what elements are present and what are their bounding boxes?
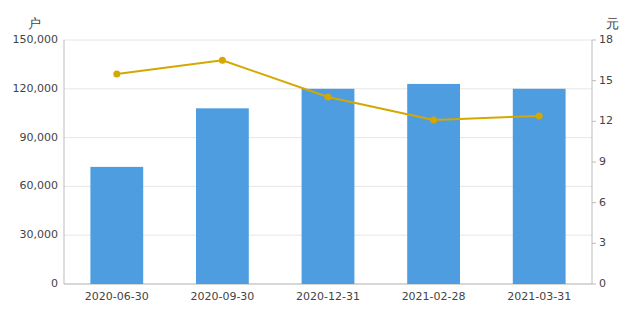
y-tick-label: 30,000 xyxy=(20,228,59,241)
line-marker xyxy=(430,116,437,123)
line-marker xyxy=(325,93,332,100)
chart-svg: 0 30,000 60,000 90,000 120,000 150,000 0 3 6 9 12 1… xyxy=(0,0,640,320)
y-axis-label: 户 xyxy=(28,16,41,31)
bar xyxy=(196,108,249,284)
y2-axis-label: 元 xyxy=(606,16,619,31)
y2-tick xyxy=(592,284,596,285)
line xyxy=(117,60,539,120)
y-tick-label: 0 xyxy=(51,277,58,290)
y2-tick xyxy=(592,243,596,244)
y2-tick-label: 3 xyxy=(599,236,606,249)
y2-tick xyxy=(592,121,596,122)
y2-tick-label: 12 xyxy=(599,114,613,127)
y2-tick xyxy=(592,162,596,163)
chart-container: 0 30,000 60,000 90,000 120,000 150,000 0 3 6 9 12 1… xyxy=(0,0,640,320)
line-marker xyxy=(536,112,543,119)
y2-tick xyxy=(592,40,596,41)
y2-tick-label: 6 xyxy=(599,196,606,209)
x-tick-label: 2021-02-28 xyxy=(402,290,466,303)
y-tick-label: 60,000 xyxy=(20,179,59,192)
y2-tick-label: 9 xyxy=(599,155,606,168)
y2-tick-label: 15 xyxy=(599,74,613,87)
y2-axis-line xyxy=(592,40,593,284)
line-marker xyxy=(113,70,120,77)
line-marker xyxy=(219,57,226,64)
y2-tick-label: 18 xyxy=(599,33,613,46)
bar xyxy=(302,89,355,284)
marks xyxy=(90,57,565,284)
grid-line xyxy=(64,40,592,41)
x-tick-label: 2020-12-31 xyxy=(296,290,360,303)
bar xyxy=(513,89,566,284)
y-tick-label: 120,000 xyxy=(13,82,59,95)
y2-tick-label: 0 xyxy=(599,277,606,290)
bar xyxy=(407,84,460,284)
bar xyxy=(90,167,143,284)
y-tick-label: 150,000 xyxy=(13,33,59,46)
x-tick-label: 2021-03-31 xyxy=(507,290,571,303)
y2-tick xyxy=(592,202,596,203)
x-tick-label: 2020-06-30 xyxy=(85,290,149,303)
y-axis-line xyxy=(64,40,65,284)
y2-tick xyxy=(592,80,596,81)
y-tick-label: 90,000 xyxy=(20,131,59,144)
grid xyxy=(64,40,592,284)
x-tick-label: 2020-09-30 xyxy=(190,290,254,303)
